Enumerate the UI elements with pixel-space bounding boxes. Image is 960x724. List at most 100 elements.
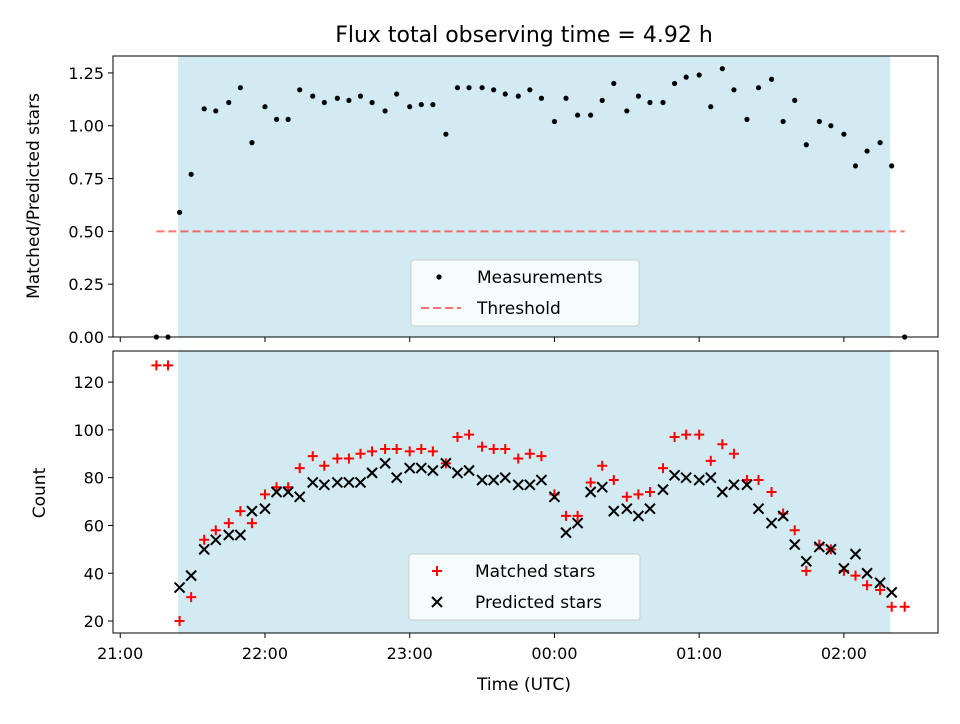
data-point <box>717 439 728 450</box>
data-point <box>728 448 739 459</box>
data-point <box>477 441 488 452</box>
data-point <box>708 104 714 110</box>
data-point <box>262 104 268 110</box>
y-tick-label: 0.75 <box>68 170 104 189</box>
data-point <box>235 506 246 517</box>
data-point <box>234 529 247 541</box>
data-point <box>188 171 194 177</box>
data-point <box>624 108 630 114</box>
data-point <box>572 510 583 521</box>
data-point <box>877 140 883 146</box>
data-point <box>464 429 475 440</box>
data-point <box>658 463 668 474</box>
data-point <box>801 565 812 576</box>
data-point <box>780 118 786 125</box>
data-point <box>611 80 617 87</box>
data-point <box>380 443 391 454</box>
data-point <box>885 586 898 599</box>
data-point <box>561 510 572 521</box>
data-point <box>176 209 183 215</box>
legend-box <box>410 259 640 327</box>
data-point <box>680 471 692 484</box>
data-point <box>719 66 725 72</box>
data-point <box>841 131 847 137</box>
data-point <box>660 99 666 106</box>
data-point <box>621 491 632 502</box>
data-point <box>621 503 633 515</box>
data-point <box>657 483 669 496</box>
data-point <box>524 448 535 459</box>
data-point <box>765 517 778 529</box>
y-tick-label: 60 <box>84 516 104 535</box>
legend-marker <box>431 596 443 608</box>
chart-title: Flux total observing time = 4.92 h <box>335 23 713 48</box>
data-point <box>753 475 764 486</box>
data-point <box>283 482 294 493</box>
y-tick-label: 20 <box>84 612 104 631</box>
x-tick-label: 00:00 <box>531 644 577 663</box>
y-tick-label: 0.25 <box>68 275 104 294</box>
data-point <box>705 471 717 484</box>
data-point <box>226 99 232 106</box>
axes-frame <box>112 350 939 634</box>
x-tick-label: 01:00 <box>676 644 722 663</box>
data-point <box>430 101 436 108</box>
data-point <box>728 479 740 491</box>
data-point <box>443 131 449 137</box>
data-point <box>427 464 439 477</box>
legend-marker <box>432 566 442 576</box>
data-point <box>849 548 862 560</box>
data-point <box>355 448 366 459</box>
data-point <box>644 503 656 515</box>
data-point <box>671 80 678 87</box>
data-point <box>538 95 545 101</box>
data-point <box>407 104 413 110</box>
data-point <box>199 534 210 545</box>
data-point <box>285 116 291 122</box>
data-point <box>210 525 221 536</box>
data-point <box>705 455 716 466</box>
data-point <box>644 487 655 497</box>
data-point <box>875 584 886 595</box>
data-point <box>249 140 255 146</box>
legend-marker <box>436 274 442 280</box>
y-tick-label: 100 <box>73 421 104 440</box>
data-point <box>585 477 596 488</box>
data-point <box>500 443 511 454</box>
data-point <box>535 474 548 486</box>
data-point <box>777 510 789 522</box>
data-point <box>332 453 343 464</box>
data-point <box>668 469 681 481</box>
top-y-axis-label: Matched/Predicted stars <box>24 93 44 299</box>
data-point <box>752 503 765 515</box>
data-point <box>354 476 367 489</box>
x-tick-label: 22:00 <box>242 644 288 663</box>
data-point <box>379 457 391 470</box>
data-point <box>334 95 340 101</box>
data-point <box>259 489 270 500</box>
data-point <box>271 482 282 493</box>
bottom-y-axis-label: Count <box>30 467 50 518</box>
data-point <box>346 97 352 103</box>
data-point <box>213 108 219 114</box>
x-tick-label: 02:00 <box>821 644 867 663</box>
data-point <box>741 479 753 491</box>
data-point <box>755 85 762 91</box>
data-point <box>223 518 234 529</box>
data-point <box>789 525 800 536</box>
data-point <box>852 163 859 169</box>
data-point <box>186 592 197 603</box>
data-point <box>210 534 222 546</box>
data-point <box>599 97 605 103</box>
series-predicted-stars <box>173 457 898 599</box>
data-point <box>608 505 620 517</box>
series-matched-stars <box>151 360 910 627</box>
data-point <box>563 95 569 101</box>
data-point <box>828 123 834 129</box>
data-point <box>683 74 689 80</box>
data-point <box>259 503 271 515</box>
data-point <box>575 112 581 118</box>
data-point <box>297 87 303 93</box>
bottom-panel: 20 40 60 80 100 120 21:00 22:00 23:00 00:00 01:00 0… <box>73 350 939 663</box>
legend: Measurements Threshold <box>410 259 640 327</box>
